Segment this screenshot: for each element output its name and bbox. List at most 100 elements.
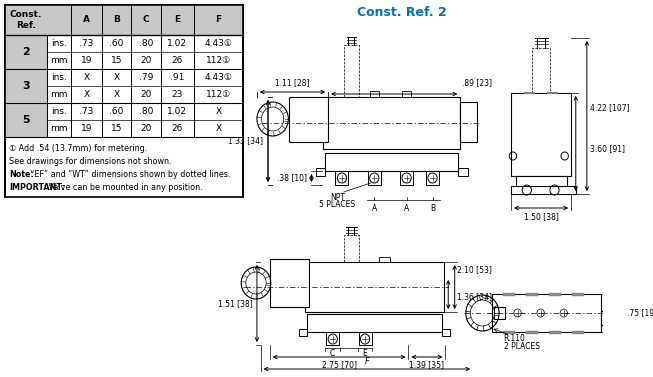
Bar bbox=[426, 171, 439, 185]
Text: 26: 26 bbox=[172, 124, 183, 133]
Bar bbox=[511, 186, 576, 194]
Text: 2.75 [70]: 2.75 [70] bbox=[322, 360, 357, 369]
Text: C: C bbox=[143, 15, 150, 25]
Text: 20: 20 bbox=[140, 90, 151, 99]
Text: .79: .79 bbox=[139, 73, 153, 82]
Text: F: F bbox=[364, 357, 370, 366]
Text: .80: .80 bbox=[139, 39, 153, 48]
Text: 1.33 [34]: 1.33 [34] bbox=[229, 136, 263, 146]
Bar bbox=[370, 91, 379, 97]
Text: 1.50 [38]: 1.50 [38] bbox=[524, 212, 558, 221]
Bar bbox=[323, 97, 460, 149]
Text: .91: .91 bbox=[170, 73, 185, 82]
Text: 15: 15 bbox=[111, 56, 122, 65]
Text: R.110: R.110 bbox=[503, 334, 526, 343]
Bar bbox=[270, 259, 309, 307]
Text: 20: 20 bbox=[140, 56, 151, 65]
Text: 2: 2 bbox=[22, 47, 30, 57]
Text: 5: 5 bbox=[22, 115, 29, 125]
Text: 3.60 [91]: 3.60 [91] bbox=[590, 144, 625, 153]
Text: Const. Ref. 2: Const. Ref. 2 bbox=[357, 6, 447, 19]
Text: A: A bbox=[83, 15, 90, 25]
Text: 19: 19 bbox=[81, 124, 92, 133]
Text: NPT: NPT bbox=[330, 193, 345, 202]
Text: ins.: ins. bbox=[51, 107, 67, 116]
Bar bbox=[289, 97, 328, 142]
Text: 1.36 [34]: 1.36 [34] bbox=[458, 293, 492, 302]
Text: Const.
Ref.: Const. Ref. bbox=[10, 10, 42, 30]
Text: IMPORTANT:: IMPORTANT: bbox=[9, 183, 65, 192]
Bar bbox=[5, 5, 243, 197]
Bar bbox=[516, 176, 567, 188]
Text: 19: 19 bbox=[81, 56, 92, 65]
Text: X: X bbox=[114, 90, 119, 99]
Bar bbox=[379, 257, 390, 262]
Bar bbox=[5, 5, 243, 35]
Text: .73: .73 bbox=[79, 107, 93, 116]
Text: X: X bbox=[215, 124, 221, 133]
Bar bbox=[298, 329, 307, 336]
Text: .60: .60 bbox=[109, 107, 123, 116]
Bar bbox=[326, 332, 339, 345]
Bar bbox=[492, 294, 601, 332]
Bar bbox=[402, 91, 411, 97]
Text: E: E bbox=[174, 15, 180, 25]
Text: ins.: ins. bbox=[51, 39, 67, 48]
Text: B: B bbox=[430, 204, 435, 213]
Text: mm: mm bbox=[50, 90, 68, 99]
Bar bbox=[601, 311, 608, 325]
Bar bbox=[305, 262, 443, 312]
Text: A: A bbox=[404, 204, 409, 213]
Text: 20: 20 bbox=[140, 124, 151, 133]
Text: .73: .73 bbox=[79, 39, 93, 48]
Bar bbox=[325, 153, 458, 171]
Text: mm: mm bbox=[50, 124, 68, 133]
Text: 1.51 [38]: 1.51 [38] bbox=[217, 299, 252, 308]
Bar bbox=[400, 171, 413, 185]
Bar bbox=[494, 307, 505, 319]
Text: .38 [10]: .38 [10] bbox=[277, 173, 307, 182]
Bar bbox=[358, 332, 372, 345]
Text: ins.: ins. bbox=[51, 73, 67, 82]
Bar bbox=[307, 314, 442, 332]
Text: mm: mm bbox=[50, 56, 68, 65]
Text: Note:: Note: bbox=[9, 170, 34, 179]
Text: 2.10 [53]: 2.10 [53] bbox=[458, 265, 492, 274]
Text: 1.11 [28]: 1.11 [28] bbox=[276, 78, 310, 87]
Text: X: X bbox=[215, 107, 221, 116]
Bar bbox=[5, 69, 47, 103]
Bar bbox=[442, 329, 450, 336]
Text: 4.43①: 4.43① bbox=[204, 73, 232, 82]
Text: E: E bbox=[362, 349, 368, 358]
Text: 4.43①: 4.43① bbox=[204, 39, 232, 48]
Text: .75 [19]: .75 [19] bbox=[627, 308, 653, 317]
Text: 5 PLACES: 5 PLACES bbox=[319, 200, 355, 209]
Bar bbox=[368, 171, 381, 185]
Text: C: C bbox=[330, 349, 336, 358]
Text: F: F bbox=[215, 15, 221, 25]
Text: X: X bbox=[84, 90, 89, 99]
Text: “EF” and “WT” dimensions shown by dotted lines.: “EF” and “WT” dimensions shown by dotted… bbox=[27, 170, 230, 179]
Text: B: B bbox=[113, 15, 120, 25]
Text: ① Add .54 (13.7mm) for metering.: ① Add .54 (13.7mm) for metering. bbox=[9, 144, 148, 153]
Text: See drawings for dimensions not shown.: See drawings for dimensions not shown. bbox=[9, 157, 172, 166]
Text: 4.22 [107]: 4.22 [107] bbox=[590, 104, 629, 112]
Bar bbox=[5, 103, 47, 137]
Text: 3: 3 bbox=[22, 81, 29, 91]
Text: A: A bbox=[372, 204, 377, 213]
Text: 23: 23 bbox=[172, 90, 183, 99]
Text: Valve can be mounted in any position.: Valve can be mounted in any position. bbox=[46, 183, 203, 192]
Text: X: X bbox=[84, 73, 89, 82]
Bar bbox=[458, 168, 468, 176]
Text: 1.39 [35]: 1.39 [35] bbox=[409, 360, 445, 369]
Bar bbox=[316, 168, 325, 176]
Text: X: X bbox=[114, 73, 119, 82]
Text: .60: .60 bbox=[109, 39, 123, 48]
Bar bbox=[511, 93, 571, 176]
Bar bbox=[460, 102, 477, 142]
Bar bbox=[336, 171, 349, 185]
Text: 1.02: 1.02 bbox=[167, 39, 187, 48]
Text: 2 PLACES: 2 PLACES bbox=[503, 342, 539, 351]
Text: 15: 15 bbox=[111, 124, 122, 133]
Text: 1.02: 1.02 bbox=[167, 107, 187, 116]
